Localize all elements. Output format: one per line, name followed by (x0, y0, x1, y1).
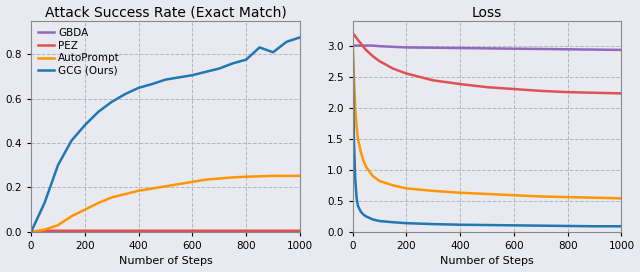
GBDA (216, 230, 223, 233)
GCG (Ours) (296, 36, 304, 39)
GBDA (28, 230, 35, 233)
GCG (Ours) (256, 46, 264, 49)
AutoPrompt (28, 230, 35, 233)
PEZ (175, 229, 183, 232)
AutoPrompt (108, 196, 116, 199)
GBDA (202, 230, 210, 233)
GCG (Ours) (229, 62, 237, 65)
AutoPrompt (283, 174, 291, 178)
GCG (Ours) (148, 82, 156, 86)
GCG (Ours) (135, 86, 143, 89)
AutoPrompt (175, 183, 183, 186)
Title: Attack Success Rate (Exact Match): Attack Success Rate (Exact Match) (45, 5, 286, 20)
GBDA (189, 230, 196, 233)
GBDA (269, 230, 277, 233)
GCG (Ours) (122, 92, 129, 96)
PEZ (202, 229, 210, 232)
GBDA (95, 230, 102, 233)
PEZ (95, 229, 102, 232)
AutoPrompt (162, 185, 170, 188)
GBDA (135, 230, 143, 233)
PEZ (229, 229, 237, 232)
GBDA (256, 230, 264, 233)
AutoPrompt (54, 224, 62, 227)
AutoPrompt (135, 189, 143, 192)
PEZ (122, 229, 129, 232)
AutoPrompt (296, 174, 304, 178)
PEZ (256, 229, 264, 232)
GBDA (296, 230, 304, 233)
AutoPrompt (229, 176, 237, 179)
PEZ (108, 229, 116, 232)
GCG (Ours) (202, 70, 210, 73)
PEZ (216, 229, 223, 232)
GCG (Ours) (216, 67, 223, 70)
GBDA (122, 230, 129, 233)
GCG (Ours) (68, 139, 76, 142)
X-axis label: Number of Steps: Number of Steps (118, 256, 212, 267)
GCG (Ours) (189, 73, 196, 77)
PEZ (81, 229, 89, 232)
GCG (Ours) (283, 40, 291, 44)
X-axis label: Number of Steps: Number of Steps (440, 256, 534, 267)
GCG (Ours) (162, 78, 170, 81)
PEZ (283, 229, 291, 232)
GBDA (243, 230, 250, 233)
AutoPrompt (216, 177, 223, 180)
PEZ (54, 229, 62, 232)
AutoPrompt (95, 201, 102, 205)
AutoPrompt (148, 187, 156, 190)
PEZ (269, 229, 277, 232)
PEZ (148, 229, 156, 232)
GCG (Ours) (175, 76, 183, 79)
Legend: GBDA, PEZ, AutoPrompt, GCG (Ours): GBDA, PEZ, AutoPrompt, GCG (Ours) (36, 26, 122, 78)
AutoPrompt (189, 180, 196, 184)
GBDA (108, 230, 116, 233)
GBDA (41, 230, 49, 233)
GBDA (68, 230, 76, 233)
GCG (Ours) (243, 58, 250, 61)
AutoPrompt (81, 208, 89, 211)
GCG (Ours) (54, 163, 62, 167)
GBDA (175, 230, 183, 233)
GBDA (148, 230, 156, 233)
GBDA (162, 230, 170, 233)
PEZ (243, 229, 250, 232)
AutoPrompt (256, 175, 264, 178)
GCG (Ours) (269, 51, 277, 54)
AutoPrompt (269, 174, 277, 178)
Line: GCG (Ours): GCG (Ours) (31, 37, 300, 232)
PEZ (189, 229, 196, 232)
Title: Loss: Loss (472, 5, 502, 20)
PEZ (135, 229, 143, 232)
PEZ (162, 229, 170, 232)
AutoPrompt (243, 175, 250, 178)
AutoPrompt (122, 193, 129, 196)
AutoPrompt (68, 215, 76, 218)
GCG (Ours) (95, 110, 102, 113)
GBDA (283, 230, 291, 233)
GBDA (81, 230, 89, 233)
PEZ (68, 229, 76, 232)
GCG (Ours) (41, 201, 49, 205)
AutoPrompt (41, 228, 49, 231)
PEZ (296, 229, 304, 232)
GCG (Ours) (108, 100, 116, 103)
GBDA (54, 230, 62, 233)
Line: PEZ: PEZ (31, 231, 300, 232)
GBDA (229, 230, 237, 233)
PEZ (28, 230, 35, 233)
PEZ (41, 229, 49, 232)
GCG (Ours) (81, 123, 89, 127)
GCG (Ours) (28, 230, 35, 233)
AutoPrompt (202, 178, 210, 181)
Line: AutoPrompt: AutoPrompt (31, 176, 300, 232)
